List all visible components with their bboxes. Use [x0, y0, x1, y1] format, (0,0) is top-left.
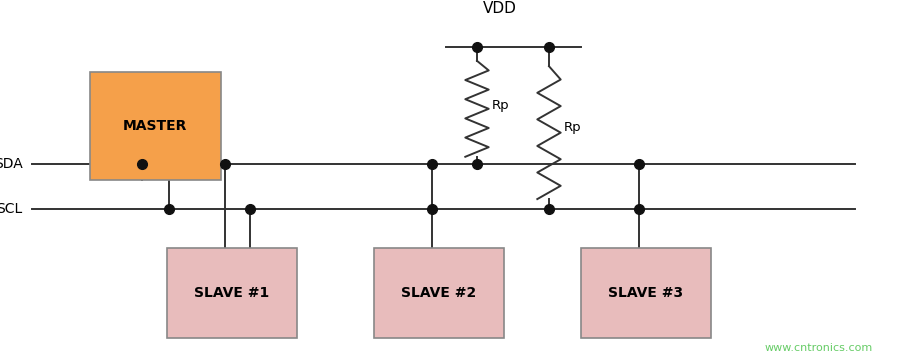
Text: Rp: Rp — [563, 121, 581, 134]
Text: VDD: VDD — [482, 1, 517, 16]
Text: SCL: SCL — [0, 202, 22, 216]
Text: www.cntronics.com: www.cntronics.com — [765, 343, 873, 353]
Text: Rp: Rp — [491, 99, 509, 112]
FancyBboxPatch shape — [374, 248, 504, 338]
FancyBboxPatch shape — [580, 248, 711, 338]
FancyBboxPatch shape — [166, 248, 297, 338]
Text: MASTER: MASTER — [123, 119, 187, 133]
Text: SLAVE #3: SLAVE #3 — [608, 287, 683, 300]
Text: SDA: SDA — [0, 157, 22, 171]
FancyBboxPatch shape — [90, 72, 220, 180]
Text: SLAVE #1: SLAVE #1 — [194, 287, 269, 300]
Text: SLAVE #2: SLAVE #2 — [401, 287, 476, 300]
